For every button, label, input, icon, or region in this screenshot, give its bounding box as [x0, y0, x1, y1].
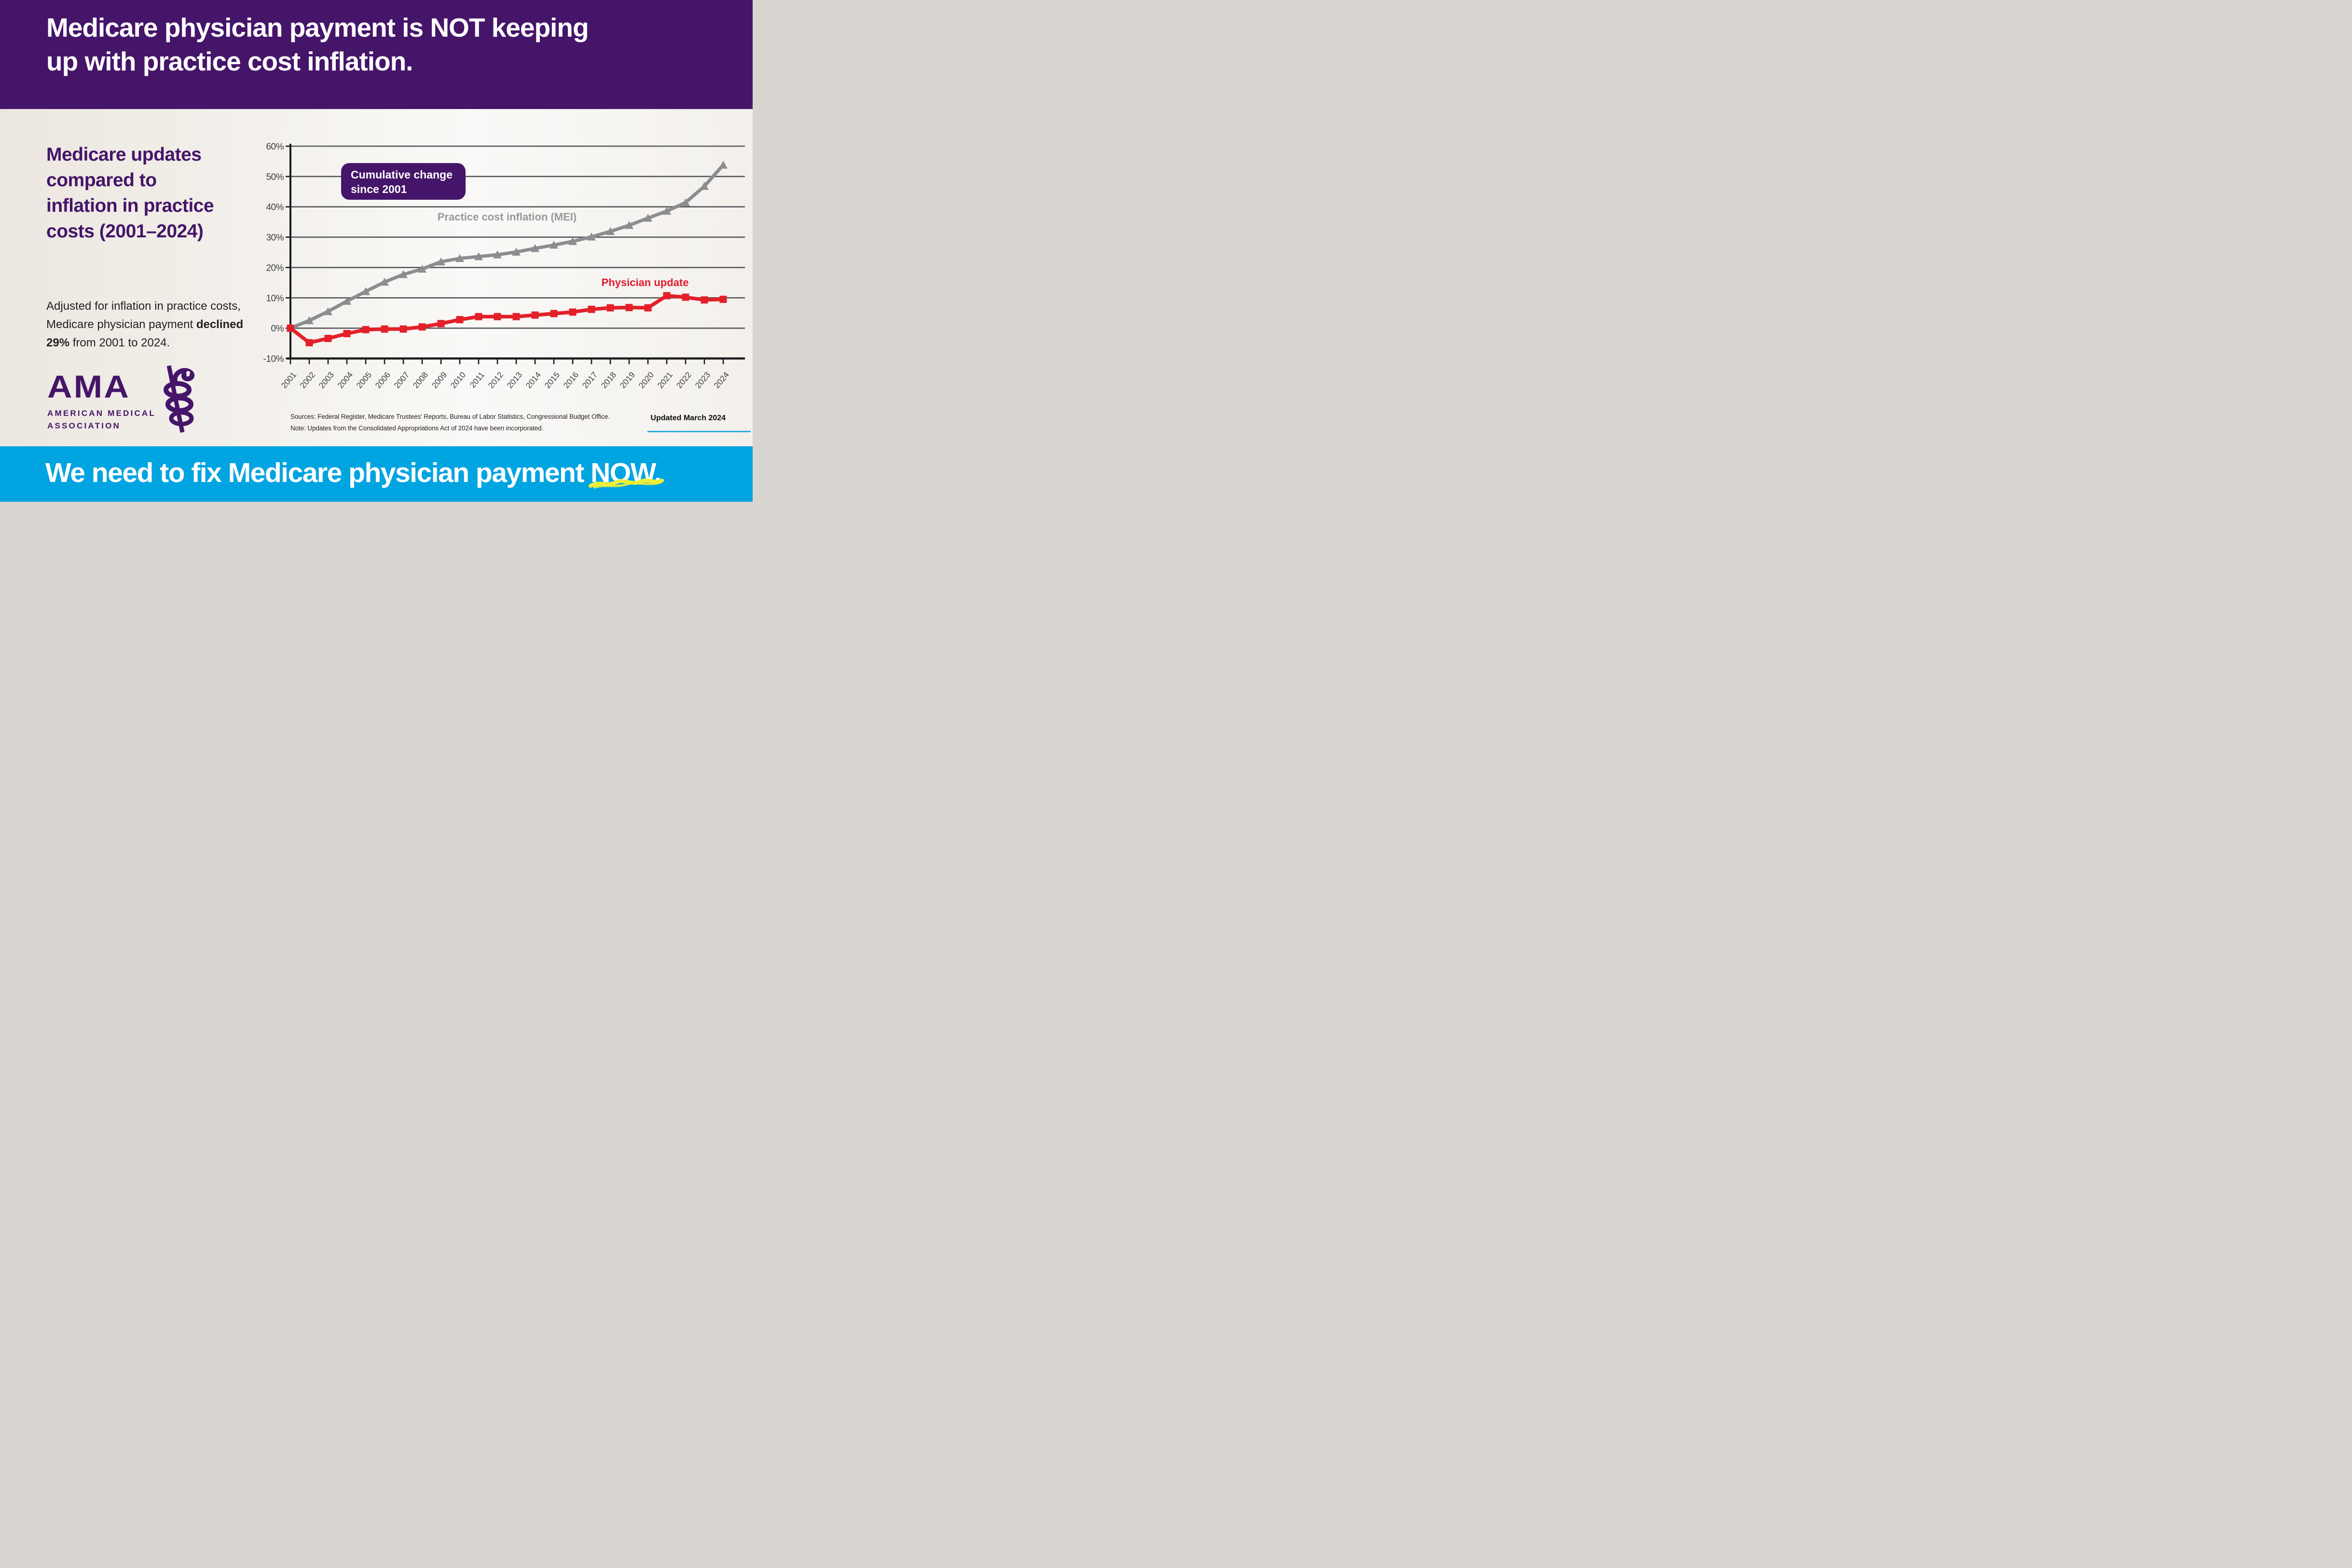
- svg-text:Physician update: Physician update: [602, 276, 689, 289]
- svg-text:2010: 2010: [449, 370, 468, 390]
- summary-text-end: from 2001 to 2024.: [69, 336, 170, 349]
- svg-text:2004: 2004: [336, 370, 355, 390]
- svg-text:2003: 2003: [317, 370, 336, 390]
- svg-text:2020: 2020: [637, 370, 656, 390]
- svg-text:50%: 50%: [266, 172, 284, 182]
- heading-line-1: Medicare updates: [46, 144, 202, 165]
- ama-logo: AMA AMERICAN MEDICAL ASSOCIATION: [47, 365, 221, 433]
- svg-text:2001: 2001: [279, 370, 298, 390]
- svg-text:20%: 20%: [266, 263, 284, 273]
- ama-logotype: AMA: [47, 369, 131, 404]
- heading-line-2: compared to: [46, 170, 157, 191]
- yellow-scribble-underline-icon: [588, 466, 665, 497]
- svg-text:2012: 2012: [486, 370, 505, 390]
- rod-of-asclepius-icon: [154, 364, 199, 437]
- svg-text:2023: 2023: [693, 370, 712, 390]
- ama-name-line-2: ASSOCIATION: [47, 421, 121, 430]
- svg-text:30%: 30%: [266, 233, 284, 243]
- cta-emphasis-now: NOW.: [589, 457, 664, 489]
- svg-text:Cumulative change: Cumulative change: [351, 168, 453, 181]
- title-line-2: up with practice cost inflation.: [46, 46, 413, 76]
- svg-text:2006: 2006: [373, 370, 392, 390]
- ama-name: AMERICAN MEDICAL ASSOCIATION: [47, 407, 221, 432]
- summary-statistic: declined 29%: [46, 318, 244, 349]
- sources-note: Sources: Federal Register, Medicare Trus…: [290, 411, 638, 434]
- infographic-poster: Medicare physician payment is NOT keepin…: [0, 0, 753, 502]
- title-line-1: Medicare physician payment is NOT keepin…: [46, 13, 589, 42]
- svg-text:2008: 2008: [411, 370, 430, 390]
- svg-text:2013: 2013: [505, 370, 524, 390]
- svg-text:2017: 2017: [580, 370, 599, 390]
- svg-text:0%: 0%: [271, 324, 284, 334]
- svg-text:2002: 2002: [298, 370, 317, 390]
- svg-text:2015: 2015: [543, 370, 562, 390]
- svg-text:10%: 10%: [266, 293, 284, 303]
- heading-line-4: costs (2001–2024): [46, 221, 204, 242]
- cta-text: We need to fix Medicare physician paymen…: [45, 457, 591, 488]
- chart-heading: Medicare updates compared to inflation i…: [46, 142, 214, 244]
- svg-text:Practice cost inflation (MEI): Practice cost inflation (MEI): [438, 211, 577, 223]
- updated-date-label: Updated March 2024: [650, 414, 726, 422]
- chart-canvas: 60% 50% 40% 30% 20% 10% 0% -10% 2001 2002 2003 2004…: [263, 142, 745, 390]
- svg-text:-10%: -10%: [263, 354, 284, 364]
- heading-line-3: inflation in practice: [46, 195, 214, 216]
- svg-text:60%: 60%: [266, 142, 284, 152]
- svg-text:2019: 2019: [618, 370, 637, 390]
- svg-text:2014: 2014: [524, 370, 543, 390]
- svg-text:2018: 2018: [599, 370, 618, 390]
- header-banner: Medicare physician payment is NOT keepin…: [0, 0, 753, 109]
- svg-text:2022: 2022: [674, 370, 693, 390]
- svg-text:2024: 2024: [712, 370, 731, 390]
- svg-text:2021: 2021: [656, 370, 674, 390]
- summary-paragraph: Adjusted for inflation in practice costs…: [46, 297, 268, 352]
- svg-text:2005: 2005: [355, 370, 373, 390]
- poster-title: Medicare physician payment is NOT keepin…: [0, 0, 753, 78]
- note-line: Note: Updates from the Consolidated Appr…: [290, 425, 544, 432]
- svg-text:2009: 2009: [430, 370, 449, 390]
- call-to-action: We need to fix Medicare physician paymen…: [45, 457, 664, 489]
- ama-name-line-1: AMERICAN MEDICAL: [47, 409, 156, 418]
- sources-line: Sources: Federal Register, Medicare Trus…: [290, 413, 610, 420]
- svg-text:2007: 2007: [392, 370, 411, 390]
- svg-text:40%: 40%: [266, 203, 284, 213]
- svg-text:2011: 2011: [468, 370, 486, 389]
- footer-banner: We need to fix Medicare physician paymen…: [0, 446, 753, 502]
- cumulative-change-chart: 60% 50% 40% 30% 20% 10% 0% -10% 2001 2002 2003 2004…: [261, 138, 753, 391]
- summary-text: Adjusted for inflation in practice costs…: [46, 300, 241, 331]
- updated-underline: [647, 431, 751, 432]
- svg-text:since 2001: since 2001: [351, 183, 407, 195]
- svg-text:2016: 2016: [562, 370, 580, 390]
